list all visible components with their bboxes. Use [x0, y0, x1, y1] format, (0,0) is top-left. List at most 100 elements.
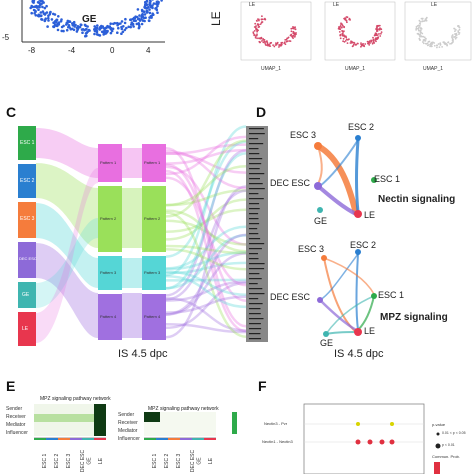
mini-label-le: LE: [431, 2, 438, 8]
umap-point: [120, 27, 124, 31]
feature-point: [376, 28, 379, 31]
feature-point: [294, 28, 297, 31]
umap-point: [135, 15, 139, 19]
sankey-flow: [165, 280, 247, 302]
umap-point: [38, 0, 41, 1]
umap-point: [160, 0, 163, 2]
umap-point: [104, 30, 108, 34]
feature-point: [253, 34, 256, 36]
feature-point: [290, 27, 293, 30]
feature-point: [280, 41, 283, 44]
source-label-dec-esc: DEC ESC: [19, 256, 37, 261]
feature-point: [419, 39, 421, 41]
umap-point: [30, 4, 33, 8]
feature-point: [366, 40, 369, 43]
umap-point: [84, 32, 88, 35]
umap-point: [130, 21, 134, 24]
umap-top-left: -5 -8 -4 0 4 GE: [0, 0, 170, 68]
feature-point: [378, 33, 380, 35]
mini-label-le: LE: [249, 2, 256, 8]
feature-point: [254, 26, 257, 28]
feature-point: [362, 43, 364, 45]
gene-label-glyph: [249, 278, 262, 280]
feature-point: [451, 35, 453, 37]
feature-point: [455, 29, 457, 31]
sankey-flow: [165, 248, 247, 271]
umap-point: [109, 31, 113, 35]
umap-point: [129, 25, 132, 29]
feature-point: [457, 30, 460, 32]
feature-plots-svg: [240, 1, 472, 61]
feature-point: [294, 33, 297, 36]
feature-point: [439, 44, 442, 46]
sankey-flow: [165, 225, 247, 270]
umap-x-label: UMAP_1: [345, 66, 366, 72]
umap-point: [65, 28, 69, 32]
umap-point: [143, 5, 146, 9]
feature-point: [378, 24, 380, 27]
umap-point: [143, 13, 147, 16]
feature-point: [427, 40, 430, 43]
umap-point: [81, 28, 85, 31]
feature-point: [258, 25, 261, 28]
sankey-flow: [165, 322, 247, 334]
umap-point: [84, 34, 87, 38]
dotplot-row-label: Nectin1 - Nectin3: [262, 439, 293, 444]
feature-point: [436, 46, 438, 49]
umap-point: [148, 3, 151, 6]
feature-point: [344, 40, 347, 42]
umap-point: [73, 25, 76, 28]
col-label: ESC 2: [54, 453, 61, 469]
feature-point: [420, 17, 423, 20]
gene-label-glyph: [249, 178, 260, 180]
feature-point: [378, 28, 381, 31]
feature-point: [446, 44, 448, 47]
umap-point: [39, 0, 42, 2]
feature-point: [337, 27, 340, 30]
feature-point: [426, 44, 429, 47]
umap-point: [148, 16, 151, 19]
panel-letter-c: C: [6, 104, 17, 120]
x-tick-label: 4: [146, 46, 151, 55]
gene-label-glyph: [249, 313, 261, 315]
feature-point: [357, 42, 359, 45]
feature-point: [375, 34, 378, 37]
feature-point: [447, 41, 450, 43]
umap-point: [67, 24, 71, 27]
feature-point: [263, 39, 265, 41]
feature-point: [293, 36, 296, 38]
umap-point: [78, 25, 82, 29]
feature-point: [344, 18, 346, 21]
feature-point: [418, 26, 420, 29]
sankey-flow: [165, 149, 247, 297]
legend-item: 0.01 < p < 0.05: [442, 431, 466, 435]
umap-point: [119, 22, 122, 25]
feature-point: [449, 43, 451, 45]
feature-point: [418, 19, 421, 22]
sankey-flow: [165, 189, 247, 207]
gene-label-glyph: [249, 158, 263, 160]
feature-point: [417, 27, 419, 30]
source-label-le: LE: [22, 326, 29, 332]
feature-point: [421, 20, 423, 23]
umap-point: [53, 23, 57, 27]
sankey-flow: [165, 149, 247, 190]
sankey-flow: [165, 251, 247, 271]
feature-point: [455, 34, 458, 36]
sankey-flow: [165, 169, 247, 333]
umap-point: [109, 28, 113, 31]
gene-label-glyph: [249, 168, 260, 170]
umap-point: [148, 8, 151, 11]
feature-point: [253, 30, 256, 32]
feature-point: [285, 40, 288, 43]
umap-point: [32, 8, 36, 12]
sankey-flow: [165, 297, 247, 332]
umap-point: [136, 17, 140, 21]
row-label-mediator: Mediator: [6, 422, 26, 428]
feature-point: [284, 41, 286, 43]
feature-point: [262, 41, 265, 44]
sankey-flow: [165, 125, 247, 277]
gene-label-glyph: [249, 188, 265, 190]
feature-point: [421, 17, 424, 20]
umap-scatter-svg: [21, 0, 165, 43]
